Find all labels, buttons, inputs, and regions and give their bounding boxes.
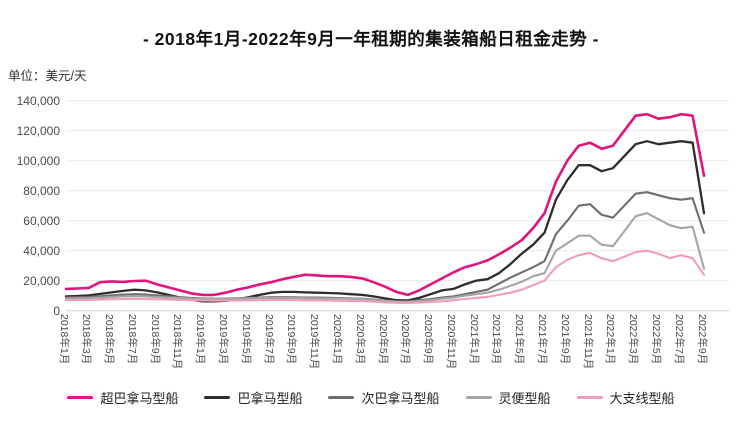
x-tick-label: 2021年11月	[581, 314, 594, 370]
series-line-panamax	[64, 140, 706, 303]
x-tick-label: 2021年9月	[558, 314, 571, 365]
x-tick-label: 2019年11月	[308, 314, 321, 370]
legend-item-subpanamax: 次巴拿马型船	[328, 388, 440, 407]
legend-label: 巴拿马型船	[237, 391, 303, 406]
x-tick-label: 2022年7月	[672, 314, 685, 365]
x-tick-label: 2018年11月	[171, 314, 184, 370]
legend-label: 超巴拿马型船	[100, 391, 179, 406]
y-tick-label: 140,000	[16, 93, 60, 108]
y-tick-label: 100,000	[16, 153, 60, 168]
y-tick-label: 120,000	[16, 123, 60, 138]
series-line-feeder	[64, 249, 706, 304]
x-tick-label: 2022年5月	[649, 314, 662, 365]
series-line-handy	[64, 212, 706, 303]
legend-label: 次巴拿马型船	[361, 391, 440, 406]
y-tick-label: 40,000	[23, 243, 60, 258]
legend-line-icon	[465, 396, 492, 399]
x-tick-label: 2018年9月	[148, 314, 161, 365]
legend: 超巴拿马型船 巴拿马型船 次巴拿马型船 灵便型船 大支线型船	[0, 388, 742, 407]
x-tick-label: 2022年9月	[695, 314, 708, 365]
legend-line-icon	[576, 396, 603, 399]
legend-item-panamax: 巴拿马型船	[204, 388, 302, 407]
x-tick-label: 2020年1月	[330, 314, 343, 365]
legend-line-icon	[67, 396, 94, 399]
x-tick-label: 2021年1月	[467, 314, 480, 365]
series-line-postpanamax	[64, 112, 706, 297]
x-tick-label: 2019年7月	[262, 314, 275, 365]
x-tick-label: 2019年3月	[217, 314, 229, 365]
legend-label: 大支线型船	[609, 391, 675, 406]
unit-label: 单位：美元/天	[8, 69, 87, 83]
x-tick-label: 2018年7月	[125, 314, 138, 365]
x-tick-label: 2022年3月	[627, 314, 640, 365]
x-tick-label: 2021年5月	[513, 314, 526, 365]
y-tick-label: 20,000	[23, 273, 60, 288]
x-tick-label: 2020年3月	[353, 314, 366, 365]
x-tick-label: 2018年5月	[103, 314, 116, 365]
y-tick-label: 80,000	[23, 183, 60, 198]
legend-item-handy: 灵便型船	[465, 388, 551, 407]
legend-item-postpanamax: 超巴拿马型船	[67, 388, 178, 407]
y-tick-label: 0	[53, 303, 60, 318]
x-tick-label: 2020年11月	[444, 314, 457, 370]
legend-item-feeder: 大支线型船	[576, 388, 675, 407]
x-tick-label: 2019年9月	[285, 314, 298, 365]
x-tick-label: 2020年7月	[399, 314, 412, 365]
x-tick-label: 2020年9月	[422, 314, 435, 365]
x-tick-label: 2022年1月	[604, 314, 617, 365]
y-tick-label: 60,000	[23, 213, 60, 228]
x-tick-label: 2019年5月	[239, 314, 252, 365]
x-tick-label: 2018年1月	[57, 314, 70, 365]
legend-line-icon	[328, 396, 355, 399]
x-tick-label: 2018年3月	[80, 314, 93, 365]
legend-label: 灵便型船	[498, 391, 551, 406]
x-tick-label: 2021年3月	[490, 314, 503, 365]
legend-line-icon	[204, 396, 231, 399]
x-tick-label: 2019年1月	[194, 314, 207, 365]
chart-title: - 2018年1月-2022年9月一年租期的集装箱船日租金走势 -	[142, 29, 600, 49]
x-tick-label: 2021年7月	[536, 314, 548, 365]
x-tick-label: 2020年5月	[376, 314, 389, 365]
